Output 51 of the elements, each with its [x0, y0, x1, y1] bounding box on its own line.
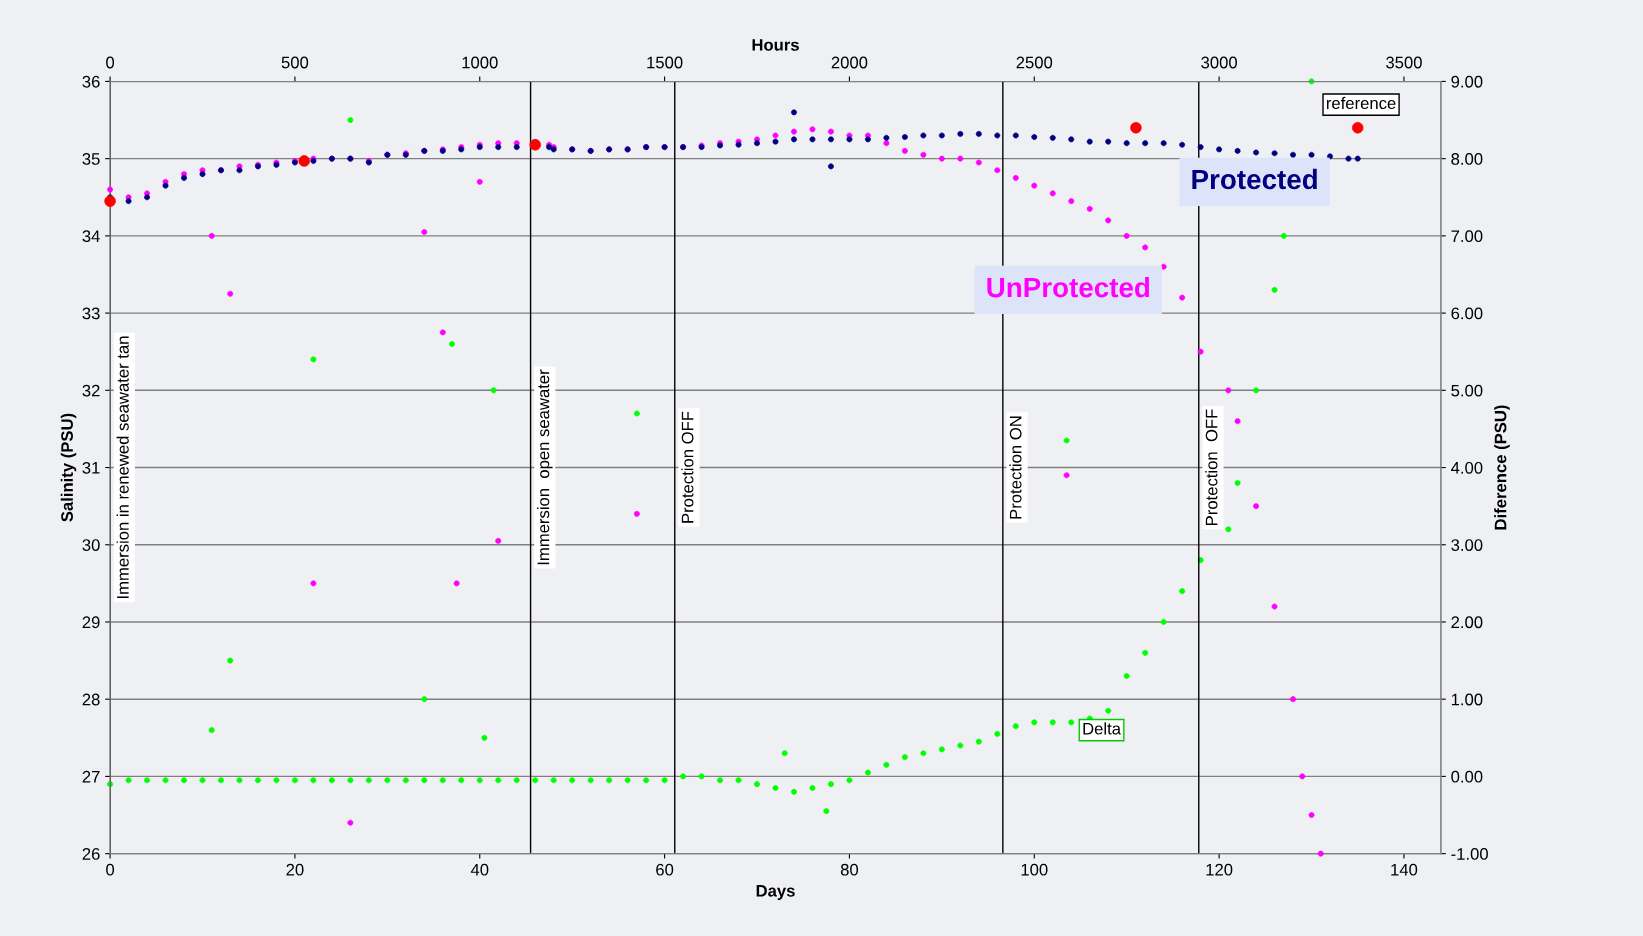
ref-line-label: Protection ON [1009, 416, 1022, 519]
y-tick-label: 33 [82, 307, 100, 320]
y-axis-title: Salinity (PSU) [60, 413, 77, 522]
x2-tick-label: 3500 [1386, 56, 1422, 69]
y2-tick-label: 7.00 [1451, 230, 1483, 243]
x-tick-label: 20 [286, 863, 304, 876]
y2-tick-label: 3.00 [1451, 539, 1483, 551]
x2-tick-label: 0 [106, 56, 115, 69]
x2-axis-title: Hours [752, 39, 799, 51]
x-tick-label: 140 [1391, 863, 1418, 876]
x-tick-label: 40 [470, 863, 489, 876]
y2-axis-title: Diference (PSU) [1494, 405, 1510, 530]
y-tick-label: 36 [82, 75, 100, 88]
x2-tick-label: 3000 [1201, 56, 1237, 69]
series-label: Delta [1083, 722, 1121, 735]
x-tick-label: 80 [840, 863, 859, 876]
series-label: Protected [1192, 168, 1317, 190]
y2-tick-label: 0.00 [1451, 770, 1483, 783]
x-tick-label: 120 [1206, 863, 1233, 876]
y-tick-label: 26 [82, 848, 100, 860]
series-label: UnProtected [987, 276, 1150, 298]
x2-tick-label: 1500 [647, 56, 683, 69]
y-tick-label: 35 [82, 153, 100, 165]
y-tick-label: 28 [82, 693, 100, 706]
series-label: reference [1326, 96, 1396, 110]
y2-tick-label: 4.00 [1451, 461, 1483, 474]
y2-tick-label: 5.00 [1451, 384, 1483, 397]
y2-tick-label: 6.00 [1451, 307, 1483, 320]
y2-tick-label: 8.00 [1451, 153, 1483, 165]
y2-tick-label: 2.00 [1451, 616, 1483, 629]
x-tick-label: 60 [656, 863, 674, 876]
y-tick-label: 27 [82, 770, 100, 783]
ref-line-label: Immersion in renewed seawater tan [116, 336, 129, 598]
y-tick-label: 29 [82, 616, 100, 629]
y-tick-label: 32 [82, 384, 100, 397]
ref-line-label: Protection OFF [681, 411, 694, 523]
y-tick-label: 31 [82, 461, 100, 474]
x-tick-label: 100 [1021, 863, 1048, 876]
ref-line-label: Protection OFF [1205, 409, 1218, 525]
y-tick-label: 30 [82, 539, 100, 551]
ref-line-label: Immersion open seawater [537, 369, 553, 565]
x2-tick-label: 500 [281, 56, 309, 69]
y2-tick-label: 1.00 [1451, 693, 1483, 706]
x2-tick-label: 1000 [462, 56, 498, 69]
y-tick-label: 34 [82, 230, 100, 243]
x2-tick-label: 2500 [1016, 56, 1053, 69]
y2-tick-label: 9.00 [1451, 75, 1483, 88]
y2-tick-label: -1.00 [1451, 848, 1488, 860]
x-tick-label: 0 [106, 863, 115, 876]
x2-tick-label: 2000 [831, 56, 868, 69]
x-axis-title: Days [756, 885, 795, 900]
